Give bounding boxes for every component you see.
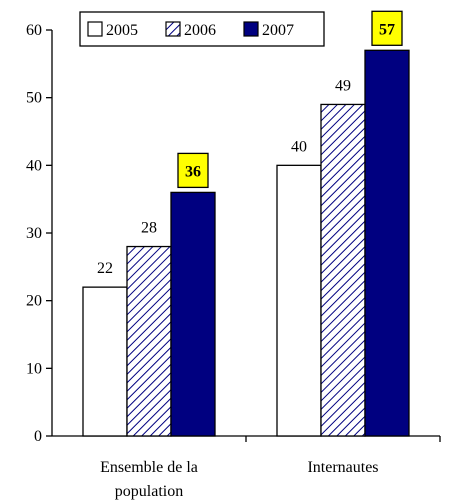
data-label-2007-1: 57 xyxy=(379,21,395,38)
legend-label-2005: 2005 xyxy=(106,22,138,39)
y-tick-label-10: 10 xyxy=(26,360,42,377)
y-tick-label-0: 0 xyxy=(34,428,42,445)
legend-swatch-2007 xyxy=(243,21,259,37)
data-labels: 22 28 36 40 49 57 xyxy=(97,10,403,277)
data-label-2005-0: 22 xyxy=(97,260,113,277)
data-label-box-2007-0 xyxy=(177,152,209,189)
legend-box xyxy=(79,11,325,47)
y-tick-label-30: 30 xyxy=(26,225,42,242)
category-label-0-1: population xyxy=(115,483,183,500)
legend-swatch-2006 xyxy=(165,21,181,37)
y-tick-label-50: 50 xyxy=(26,90,42,107)
category-label-0-0: Ensemble de la xyxy=(100,459,198,476)
data-label-2005-1: 40 xyxy=(291,138,307,155)
data-label-2007-0: 36 xyxy=(185,163,201,180)
y-tick-label-40: 40 xyxy=(26,157,42,174)
bar-2006-1 xyxy=(320,103,366,437)
bar-2007-0 xyxy=(170,191,216,437)
bar-2006-0 xyxy=(126,245,172,437)
category-label-1-0: Internautes xyxy=(307,459,378,476)
y-tick-label-20: 20 xyxy=(26,293,42,310)
bar-2005-0 xyxy=(82,286,128,437)
bar-2005-1 xyxy=(276,164,322,437)
legend: 2005 2006 2007 xyxy=(79,11,325,47)
axes: 0 10 20 30 40 50 60 Ensemble de la population Int… xyxy=(26,22,441,500)
legend-label-2006: 2006 xyxy=(184,22,216,39)
data-label-2006-0: 28 xyxy=(141,220,157,237)
data-label-2006-1: 49 xyxy=(335,77,351,94)
bars xyxy=(82,49,410,437)
y-tick-label-60: 60 xyxy=(26,22,42,39)
legend-swatch-2005 xyxy=(87,21,103,37)
data-label-box-2007-1 xyxy=(371,10,403,46)
bar-2007-1 xyxy=(364,49,410,437)
legend-label-2007: 2007 xyxy=(262,22,294,39)
